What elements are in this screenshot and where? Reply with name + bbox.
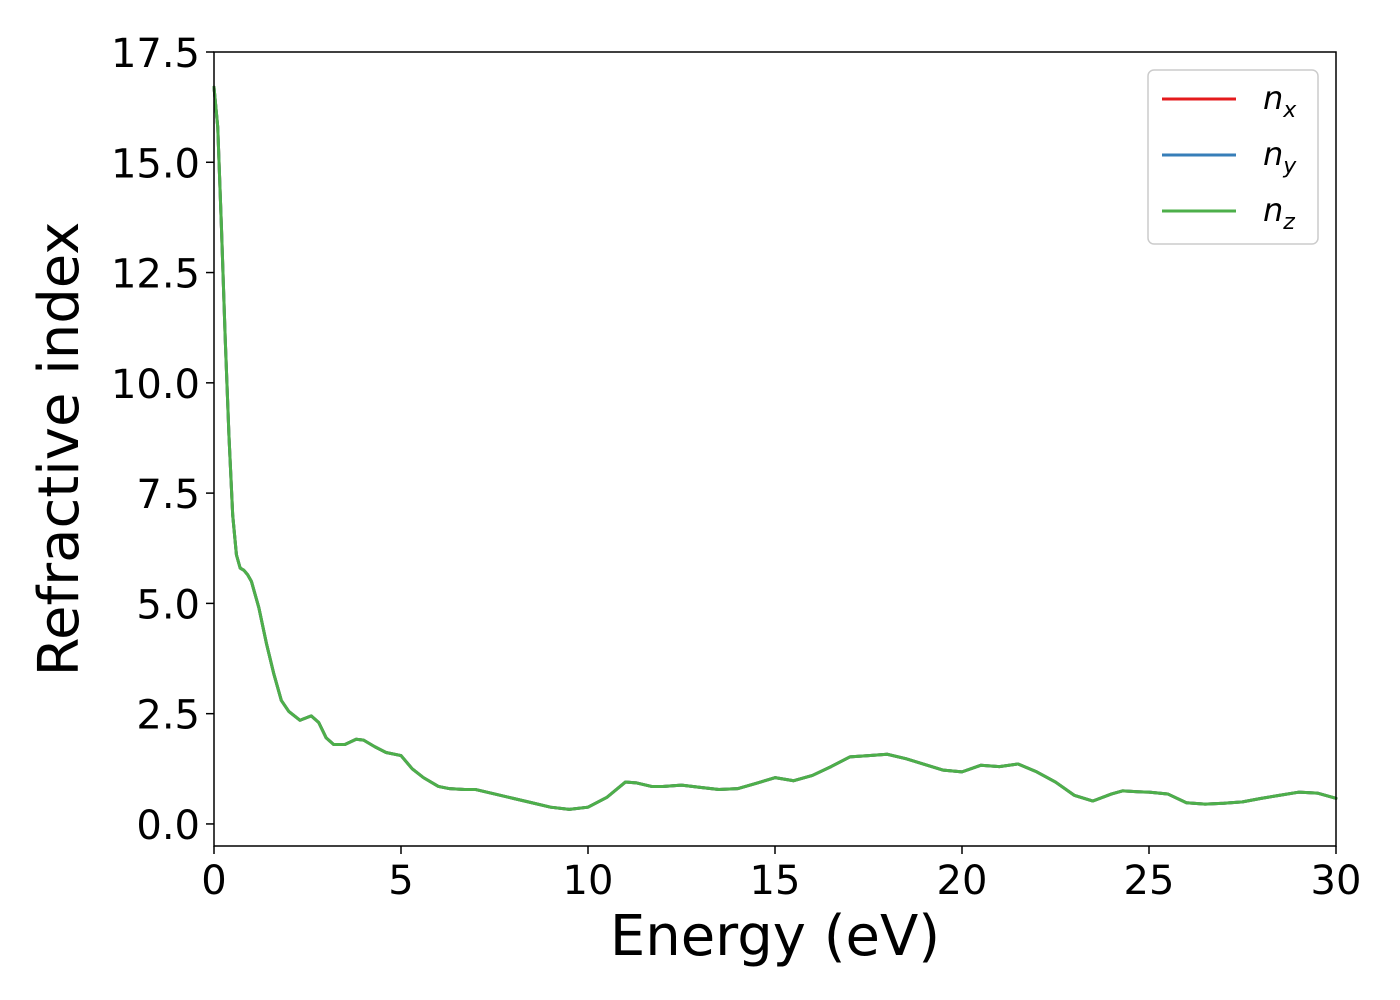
x-tick-label: 20 — [937, 858, 988, 904]
series-layer — [212, 85, 1338, 811]
y-tick-label: 10.0 — [111, 362, 200, 408]
legend-label-nx: nx — [1263, 79, 1297, 123]
x-axis: 0 5 10 15 20 25 30 — [201, 846, 1361, 904]
series-line-nz — [212, 85, 1338, 811]
legend-box — [1147, 69, 1319, 245]
legend-label-base: n — [1263, 135, 1283, 173]
y-axis: 0.0 2.5 5.0 7.5 10.0 12.5 15.0 17.5 — [111, 31, 214, 849]
y-tick-label: 5.0 — [136, 582, 200, 628]
x-tick-label: 25 — [1124, 858, 1175, 904]
x-tick-label: 5 — [388, 858, 413, 904]
x-tick-label: 0 — [201, 858, 226, 904]
legend-label-nz: nz — [1263, 191, 1295, 235]
x-axis-title: Energy (eV) — [610, 904, 940, 969]
legend-label-base: n — [1263, 79, 1283, 117]
y-tick-label: 2.5 — [136, 693, 200, 739]
y-tick-label: 0.0 — [136, 803, 200, 849]
legend-label-subscript: y — [1282, 154, 1297, 179]
x-tick-label: 15 — [750, 858, 801, 904]
y-tick-label: 15.0 — [111, 141, 200, 187]
legend-label-subscript: z — [1282, 210, 1295, 235]
x-tick-label: 10 — [563, 858, 614, 904]
x-tick-label: 30 — [1311, 858, 1362, 904]
y-axis-title: Refractive index — [27, 222, 92, 677]
y-tick-label: 12.5 — [111, 252, 200, 298]
y-tick-label: 17.5 — [111, 31, 200, 77]
legend-label-subscript: x — [1282, 98, 1297, 123]
legend-label-base: n — [1263, 191, 1283, 229]
y-tick-label: 7.5 — [136, 472, 200, 518]
legend-label-ny: ny — [1263, 135, 1297, 179]
